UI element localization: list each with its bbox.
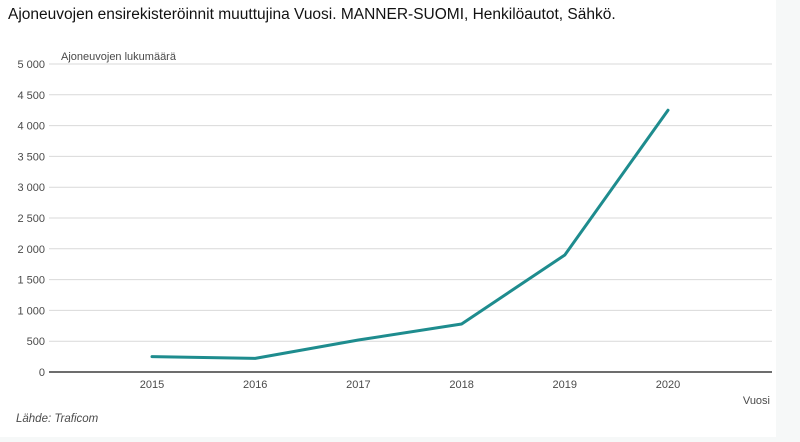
y-tick-label: 4 500 — [17, 90, 45, 102]
x-tick-label: 2019 — [553, 379, 577, 391]
y-tick-label: 1 000 — [17, 305, 45, 317]
line-chart: 0 500 1 000 1 500 2 000 2 500 3 000 3 500 4 000 4… — [17, 51, 772, 407]
y-tick-label: 2 000 — [17, 244, 45, 256]
y-axis-title: Ajoneuvojen lukumäärä — [61, 51, 177, 63]
y-tick-label: 0 — [39, 367, 45, 379]
x-axis-title: Vuosi — [743, 395, 770, 407]
y-tick-label: 500 — [27, 336, 45, 348]
x-tick-label: 2018 — [449, 379, 473, 391]
y-tick-label: 4 000 — [17, 121, 45, 133]
x-tick-label: 2020 — [656, 379, 680, 391]
source-label: Lähde: Traficom — [16, 413, 99, 425]
y-tick-label: 3 000 — [17, 182, 45, 194]
y-tick-label: 1 500 — [17, 275, 45, 287]
y-tick-label: 3 500 — [17, 151, 45, 163]
chart-title: Ajoneuvojen ensirekisteröinnit muuttujin… — [8, 6, 616, 23]
y-tick-label: 2 500 — [17, 213, 45, 225]
data-line-sahko — [150, 108, 670, 360]
x-tick-label: 2016 — [243, 379, 267, 391]
x-tick-label: 2015 — [140, 379, 164, 391]
x-tick-label: 2017 — [346, 379, 370, 391]
y-tick-label: 5 000 — [17, 59, 45, 71]
chart-card: Ajoneuvojen ensirekisteröinnit muuttujin… — [8, 6, 772, 425]
